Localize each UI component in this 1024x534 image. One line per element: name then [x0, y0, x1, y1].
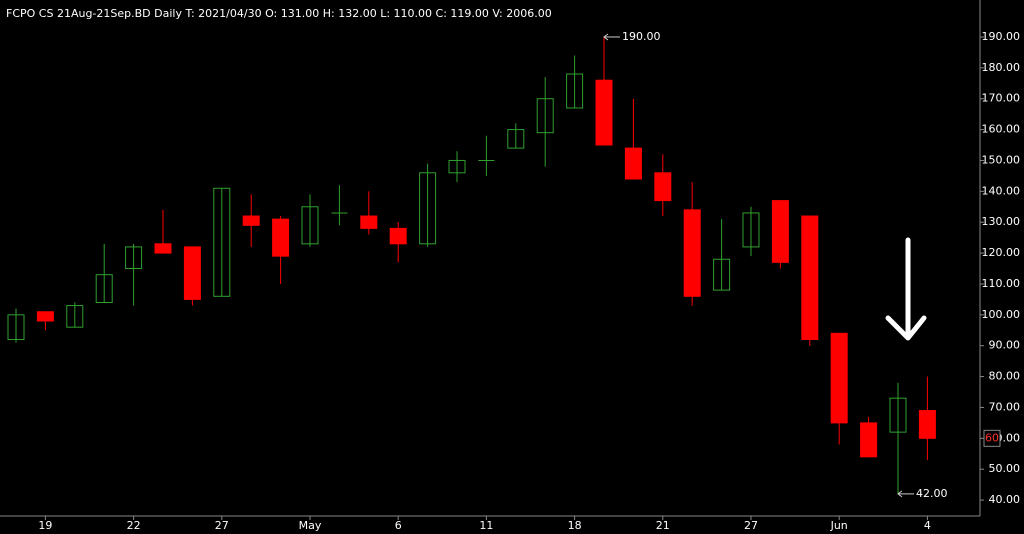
x-tick-label: 27 — [215, 519, 229, 532]
arrow-annotation — [885, 237, 927, 341]
candle-body — [125, 246, 143, 270]
candle-body — [213, 187, 231, 297]
candle-body — [448, 159, 466, 174]
candle-body — [36, 311, 54, 322]
candle-body — [830, 332, 848, 424]
x-tick-label: 11 — [479, 519, 493, 532]
x-tick-label: 6 — [395, 519, 402, 532]
y-tick-label: 90.00 — [989, 339, 1021, 352]
annotation-label: 42.00 — [916, 487, 948, 500]
candle-body — [183, 246, 201, 300]
annotation-arrowhead — [897, 490, 903, 498]
y-tick-label: 50.00 — [989, 462, 1021, 475]
candle-body — [624, 147, 642, 180]
candle-body — [771, 200, 789, 263]
y-tick-label: 40.00 — [989, 493, 1021, 506]
candle-body — [654, 172, 672, 202]
candle-body — [95, 274, 113, 303]
candle-body — [154, 243, 172, 254]
candle-body — [389, 227, 407, 245]
y-tick-label: 150.00 — [982, 153, 1021, 166]
x-tick-label: 21 — [656, 519, 670, 532]
candle-body — [595, 79, 613, 146]
y-tick-label: 80.00 — [989, 370, 1021, 383]
candle-body — [507, 129, 525, 149]
y-tick-label: 190.00 — [982, 30, 1021, 43]
x-tick-label: 4 — [924, 519, 931, 532]
candle-body — [889, 397, 907, 433]
y-tick-label: 140.00 — [982, 184, 1021, 197]
y-tick-label: 130.00 — [982, 215, 1021, 228]
candle-body — [566, 73, 584, 109]
candle-body — [801, 215, 819, 341]
chart-title: FCPO CS 21Aug-21Sep.BD Daily T: 2021/04/… — [6, 7, 552, 20]
y-tick-label: 160.00 — [982, 123, 1021, 136]
candle-body — [242, 215, 260, 226]
candle-body — [66, 305, 84, 328]
candle-body — [860, 422, 878, 458]
candle-body — [7, 314, 25, 341]
y-tick-label: 100.00 — [982, 308, 1021, 321]
candle-body — [419, 172, 437, 245]
candle-body — [360, 215, 378, 229]
x-tick-label: 18 — [568, 519, 582, 532]
candle-body — [918, 410, 936, 439]
candle-body — [742, 212, 760, 248]
annotation-arrowhead — [603, 33, 609, 41]
x-tick-label: 22 — [127, 519, 141, 532]
y-tick-label: 70.00 — [989, 400, 1021, 413]
y-tick-label: 170.00 — [982, 92, 1021, 105]
candle-body — [536, 98, 554, 134]
candle-body — [683, 209, 701, 297]
y-tick-label: 180.00 — [982, 61, 1021, 74]
x-tick-label: Jun — [830, 519, 848, 532]
candle-body — [713, 258, 731, 291]
candle-body — [301, 206, 319, 245]
annotation-label: 190.00 — [622, 30, 661, 43]
last-price-label: 60 — [985, 431, 999, 444]
x-tick-label: 27 — [744, 519, 758, 532]
y-tick-label: 110.00 — [982, 277, 1021, 290]
candle-body — [272, 218, 290, 257]
y-tick-label: 120.00 — [982, 246, 1021, 259]
x-tick-label: 19 — [38, 519, 52, 532]
last-price-box — [983, 429, 1001, 447]
x-tick-label: May — [299, 519, 322, 532]
